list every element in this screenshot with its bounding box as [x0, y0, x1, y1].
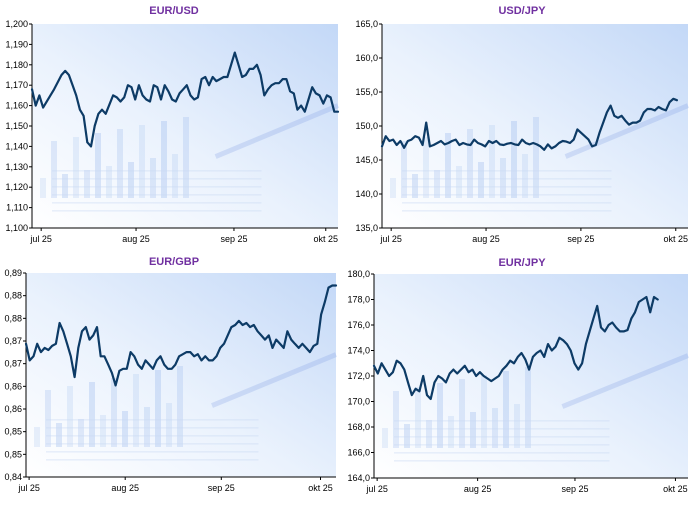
background-image — [26, 273, 337, 477]
series-line — [380, 97, 678, 151]
y-tick-label: 1,100 — [5, 223, 28, 233]
y-tick-label: 140,0 — [355, 189, 378, 199]
y-tick-label: 0,87 — [4, 359, 22, 369]
y-tick-label: 1,120 — [5, 182, 28, 192]
chart-svg: EUR/JPY 164,0 166,0 168,0 170,0 172,0 174,0 176… — [347, 257, 689, 494]
chart-eur-gbp: EUR/GBP 0,84 0,85 0,85 0,86 0,86 0,87 0,87 0,88 0… — [0, 254, 348, 528]
x-tick-label: aug 25 — [111, 483, 139, 493]
x-tick-label: jul 25 — [29, 234, 52, 244]
x-tick-label: sep 25 — [561, 484, 588, 494]
x-tick-label: okt 25 — [308, 483, 333, 493]
x-tick-label: jul 25 — [365, 484, 388, 494]
y-tick-label: 1,110 — [6, 203, 28, 213]
y-tick-label: 135,0 — [355, 223, 378, 233]
x-tick-label: sep 25 — [567, 234, 594, 244]
chart-title: EUR/JPY — [498, 257, 546, 269]
y-tick-label: 1,200 — [5, 19, 28, 29]
y-tick-label: 0,85 — [4, 427, 22, 437]
y-tick-label: 165,0 — [355, 19, 378, 29]
y-tick-label: 1,180 — [5, 60, 28, 70]
y-tick-label: 0,88 — [4, 313, 22, 323]
y-tick-label: 174,0 — [347, 346, 370, 356]
y-tick-label: 176,0 — [347, 320, 370, 330]
x-tick-label: jul 25 — [379, 234, 402, 244]
x-tick-label: okt 25 — [663, 484, 688, 494]
chart-eur-usd: EUR/USD 1,100 1,110 1,120 1,130 1,140 1,150 1,1… — [0, 0, 348, 254]
y-tick-label: 0,87 — [4, 336, 22, 346]
y-tick-label: 155,0 — [355, 87, 378, 97]
y-tick-label: 0,84 — [4, 472, 22, 482]
series-line — [372, 295, 659, 401]
series-line — [30, 51, 340, 148]
background-image — [382, 24, 689, 228]
chart-eur-jpy: EUR/JPY 164,0 166,0 168,0 170,0 172,0 174,0 176… — [347, 254, 697, 528]
y-tick-label: 166,0 — [347, 448, 370, 458]
chart-title: EUR/USD — [149, 5, 199, 17]
background-image — [32, 24, 339, 228]
y-tick-label: 145,0 — [355, 155, 378, 165]
chart-svg: USD/JPY 135,0 140,0 145,0 150,0 155,0 160,0 165… — [355, 5, 689, 244]
y-tick-label: 160,0 — [355, 53, 378, 63]
y-tick-label: 0,88 — [4, 291, 22, 301]
y-tick-label: 172,0 — [347, 371, 370, 381]
chart-title: USD/JPY — [498, 5, 546, 17]
x-tick-label: aug 25 — [122, 234, 150, 244]
y-tick-label: 0,86 — [4, 381, 22, 391]
y-tick-label: 164,0 — [347, 473, 370, 483]
x-tick-label: aug 25 — [472, 234, 500, 244]
x-tick-label: sep 25 — [220, 234, 247, 244]
chart-svg: EUR/USD 1,100 1,110 1,120 1,130 1,140 1,150 1,1… — [5, 5, 340, 244]
y-tick-label: 0,89 — [4, 268, 22, 278]
y-tick-label: 150,0 — [355, 121, 378, 131]
y-tick-label: 1,130 — [5, 162, 28, 172]
x-tick-label: okt 25 — [313, 234, 338, 244]
y-tick-label: 180,0 — [347, 269, 370, 279]
y-tick-label: 1,170 — [5, 80, 28, 90]
x-tick-label: okt 25 — [663, 234, 688, 244]
y-tick-label: 1,190 — [5, 39, 28, 49]
chart-title: EUR/GBP — [149, 256, 199, 268]
background-image — [374, 274, 689, 478]
y-tick-label: 0,85 — [4, 449, 22, 459]
x-tick-label: sep 25 — [208, 483, 235, 493]
y-tick-label: 1,150 — [5, 121, 28, 131]
y-tick-label: 0,86 — [4, 404, 22, 414]
chart-svg: EUR/GBP 0,84 0,85 0,85 0,86 0,86 0,87 0,87 0,88 0… — [4, 256, 338, 493]
x-tick-label: jul 25 — [17, 483, 40, 493]
y-tick-label: 1,160 — [5, 101, 28, 111]
y-tick-label: 170,0 — [347, 397, 370, 407]
x-tick-label: aug 25 — [464, 484, 492, 494]
y-tick-label: 1,140 — [5, 141, 28, 151]
series-line — [24, 284, 338, 387]
chart-usd-jpy: USD/JPY 135,0 140,0 145,0 150,0 155,0 160,0 165… — [348, 0, 697, 254]
y-tick-label: 178,0 — [347, 295, 370, 305]
y-tick-label: 168,0 — [347, 422, 370, 432]
